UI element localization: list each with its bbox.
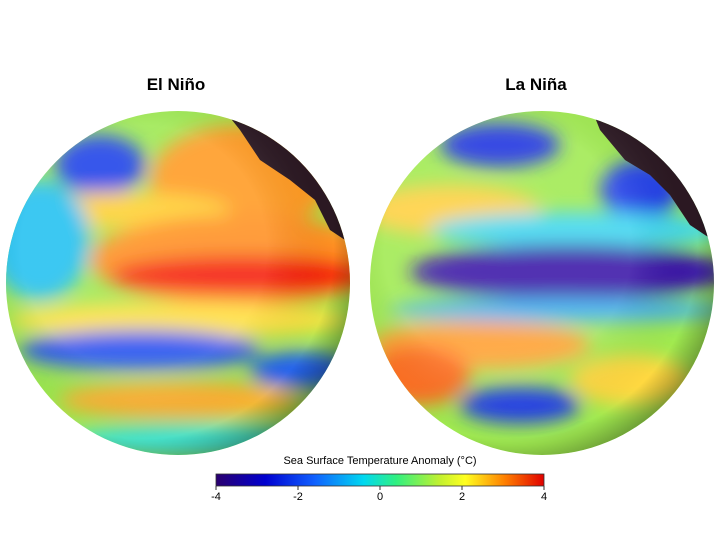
colorbar: [215, 473, 545, 487]
colorbar-ticks: -4 -2 0 2 4: [211, 486, 547, 503]
panel-title: El Niño: [147, 75, 206, 94]
el-nino-globe: [6, 111, 350, 455]
la-nina-globe: [370, 111, 714, 455]
tick-label: 2: [459, 491, 465, 503]
tick-label: -2: [293, 491, 303, 503]
colorbar-label: Sea Surface Temperature Anomaly (°C): [283, 455, 476, 467]
tick-label: -4: [211, 491, 221, 503]
panel-title: La Niña: [505, 75, 567, 94]
tick-label: 0: [377, 491, 383, 503]
tick-label: 4: [541, 491, 547, 503]
